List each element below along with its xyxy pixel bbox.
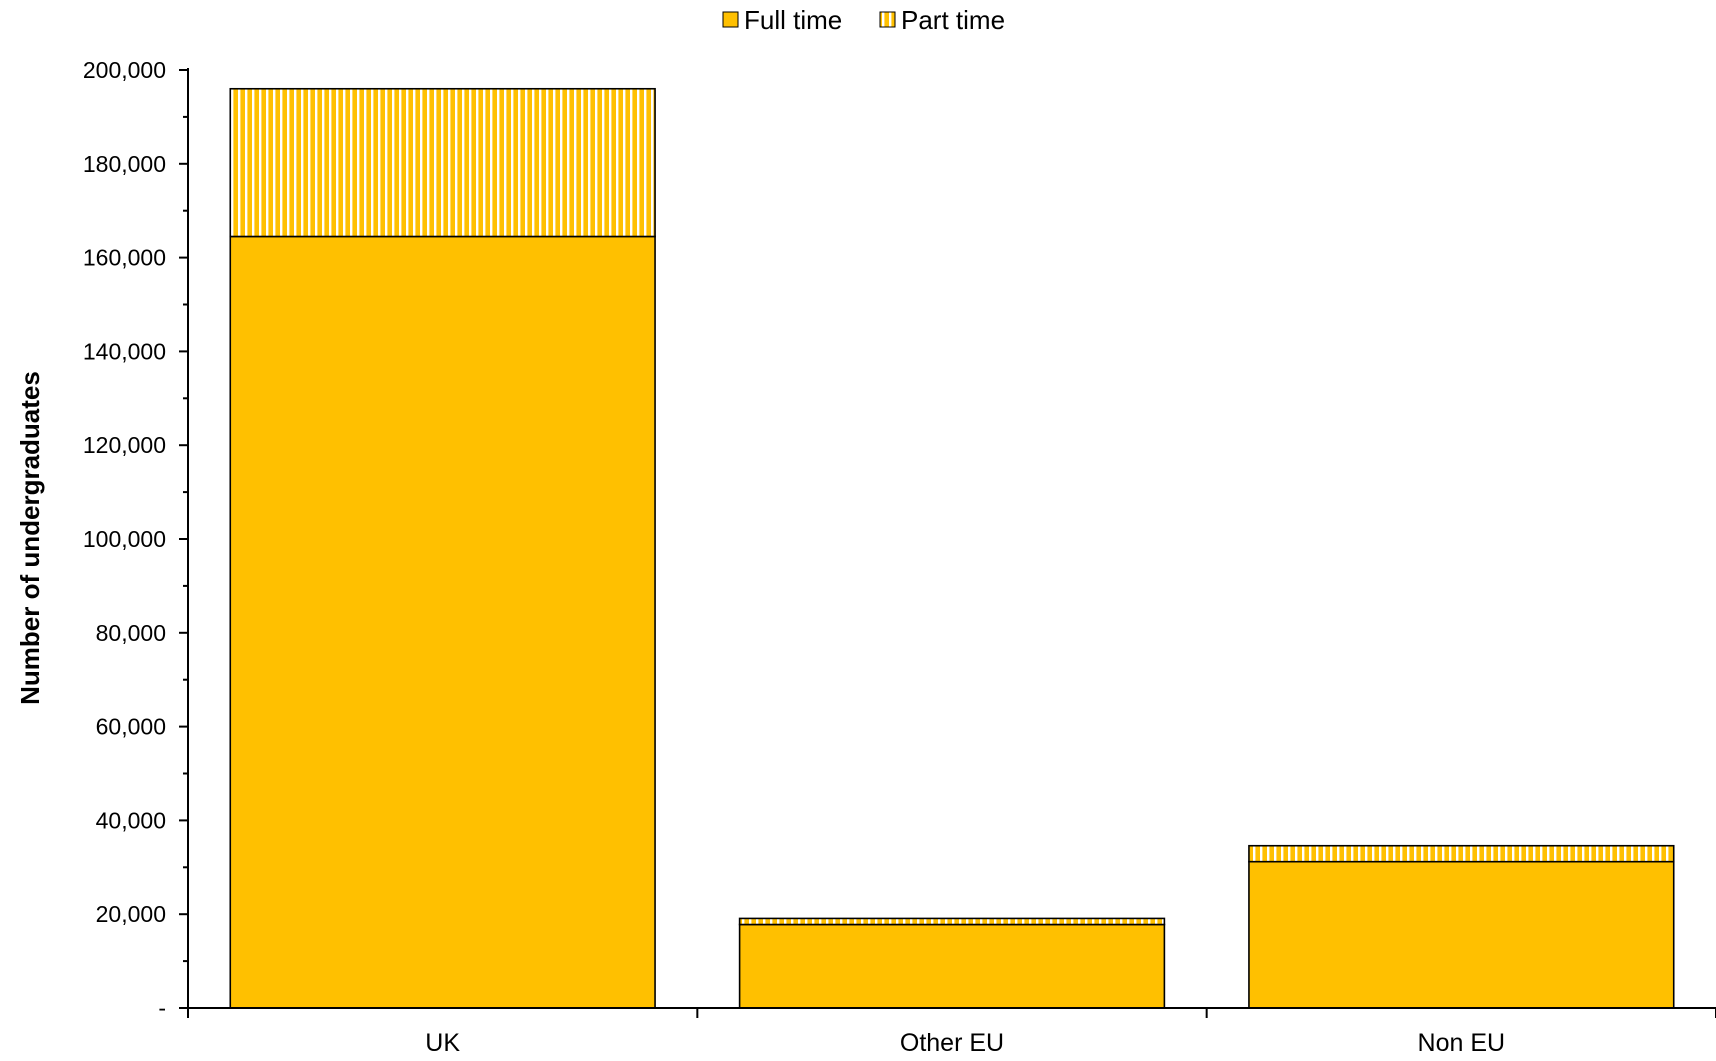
y-tick-label: 40,000	[96, 807, 166, 833]
y-tick-label: -	[158, 995, 166, 1021]
bar-part-time-other-eu	[738, 917, 1166, 926]
y-axis-title: Number of undergraduates	[15, 371, 45, 705]
y-tick-label: 100,000	[83, 526, 166, 552]
legend-swatch-full-time	[722, 11, 739, 28]
x-category-label: Other EU	[900, 1029, 1004, 1057]
y-axis-ticks: - 20,000 40,000 60,000 80,000 100,000 120,000 1…	[83, 57, 189, 1021]
y-tick-label: 80,000	[96, 620, 166, 646]
bar-full-time-non-eu	[1248, 860, 1675, 1009]
bar-full-time-other-eu	[738, 923, 1166, 1009]
legend-label-part-time: Part time	[901, 5, 1005, 35]
bar-part-time-non-eu	[1248, 844, 1675, 863]
bar-full-time-uk	[229, 235, 656, 1009]
y-tick-label: 20,000	[96, 901, 166, 927]
bar-part-time-uk	[229, 87, 656, 238]
y-tick-label: 120,000	[83, 432, 166, 458]
y-tick-label: 180,000	[83, 151, 166, 177]
y-tick-label: 60,000	[96, 714, 166, 740]
bars	[229, 87, 1675, 1009]
x-category-label: Non EU	[1418, 1029, 1506, 1057]
legend: Full time Part time	[722, 5, 1005, 35]
legend-label-full-time: Full time	[744, 5, 842, 35]
y-tick-label: 160,000	[83, 245, 166, 271]
y-tick-label: 200,000	[83, 57, 166, 83]
legend-swatch-part-time	[879, 11, 896, 28]
x-category-label: UK	[425, 1029, 460, 1057]
y-tick-label: 140,000	[83, 338, 166, 364]
x-axis: UK Other EU Non EU	[187, 1007, 1716, 1057]
